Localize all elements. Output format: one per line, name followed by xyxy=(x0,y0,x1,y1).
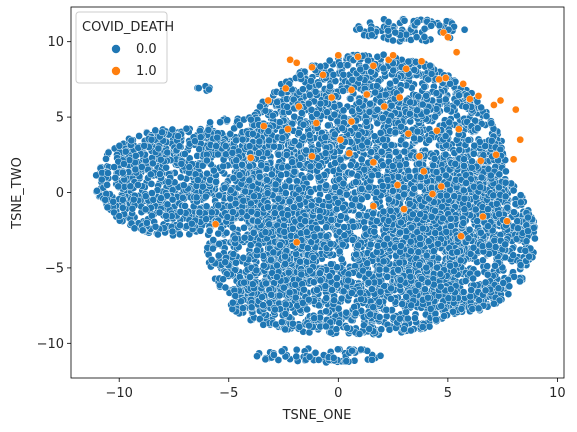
data-point-0 xyxy=(376,351,385,360)
data-point-0 xyxy=(336,61,345,69)
data-point-0 xyxy=(149,159,157,168)
data-point-0 xyxy=(403,314,412,323)
data-point-0 xyxy=(104,148,113,157)
data-point-0 xyxy=(118,204,127,212)
data-point-0 xyxy=(102,155,110,163)
data-point-0 xyxy=(283,103,292,111)
data-point-0 xyxy=(368,355,376,364)
data-point-0 xyxy=(147,180,156,188)
data-point-0 xyxy=(360,218,368,226)
data-point-0 xyxy=(469,149,478,158)
data-point-0 xyxy=(337,294,346,303)
data-point-0 xyxy=(425,322,434,331)
data-point-0 xyxy=(357,295,365,304)
data-point-0 xyxy=(246,241,255,249)
data-point-0 xyxy=(322,223,331,232)
data-point-0 xyxy=(375,313,384,321)
data-point-0 xyxy=(384,26,392,35)
data-point-0 xyxy=(402,308,410,316)
data-point-0 xyxy=(289,319,297,328)
data-point-0 xyxy=(431,229,440,237)
data-point-0 xyxy=(355,202,364,211)
data-point-0 xyxy=(206,118,214,127)
data-point-0 xyxy=(240,223,248,232)
data-point-0 xyxy=(510,208,518,217)
data-point-0 xyxy=(118,195,127,204)
data-point-0 xyxy=(387,294,395,303)
data-point-0 xyxy=(420,83,429,91)
data-point-0 xyxy=(435,21,444,30)
data-point-0 xyxy=(204,126,213,134)
data-point-0 xyxy=(219,162,228,171)
data-point-0 xyxy=(385,325,394,334)
data-point-0 xyxy=(377,325,386,334)
data-point-0 xyxy=(400,325,408,334)
data-point-0 xyxy=(394,172,403,181)
data-point-0 xyxy=(372,82,381,90)
data-point-0 xyxy=(223,116,232,125)
data-point-0 xyxy=(516,261,525,269)
data-point-0 xyxy=(202,202,211,211)
data-point-0 xyxy=(504,290,513,298)
data-point-0 xyxy=(292,345,301,354)
data-point-0 xyxy=(401,140,410,149)
data-point-0 xyxy=(343,61,352,70)
data-point-0 xyxy=(115,141,124,150)
data-point-0 xyxy=(503,203,512,212)
data-point-0 xyxy=(420,33,429,41)
data-point-0 xyxy=(229,250,238,258)
data-point-0 xyxy=(205,85,213,94)
data-point-0 xyxy=(487,119,496,128)
data-point-0 xyxy=(342,357,351,365)
data-point-0 xyxy=(151,126,160,135)
data-point-0 xyxy=(311,87,320,96)
data-point-0 xyxy=(181,202,189,210)
data-point-0 xyxy=(516,191,525,200)
data-point-0 xyxy=(239,304,247,313)
data-point-0 xyxy=(340,223,348,231)
data-point-0 xyxy=(363,347,372,355)
data-point-0 xyxy=(277,347,286,356)
data-point-0 xyxy=(232,258,240,267)
data-point-0 xyxy=(209,244,217,253)
points-layer xyxy=(92,15,539,367)
data-point-0 xyxy=(221,283,230,292)
data-point-0 xyxy=(420,24,429,33)
data-point-0 xyxy=(357,155,366,164)
data-point-0 xyxy=(196,226,205,235)
data-point-0 xyxy=(228,305,237,313)
data-point-0 xyxy=(168,125,177,134)
